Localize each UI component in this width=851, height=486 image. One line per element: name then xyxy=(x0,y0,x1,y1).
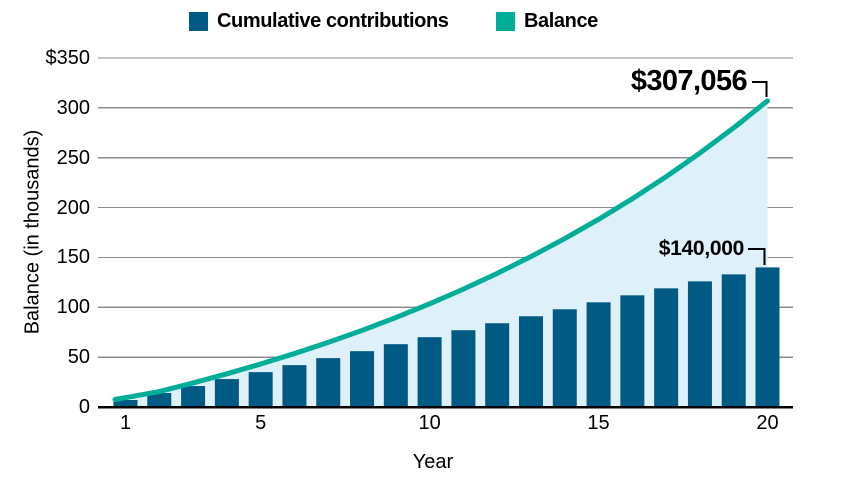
bar-year-17 xyxy=(654,288,679,407)
y-tick-label: 200 xyxy=(56,196,90,219)
bar-year-12 xyxy=(485,323,510,407)
legend-item-balance: Balance xyxy=(496,10,598,32)
bar-year-19 xyxy=(721,274,746,407)
bar-year-2 xyxy=(147,393,172,407)
annotation-connector-contributions xyxy=(748,248,766,265)
x-tick-label: 5 xyxy=(255,412,267,434)
legend-swatch-balance-icon xyxy=(496,11,515,31)
y-tick-label: 50 xyxy=(67,346,90,369)
y-tick-label: 0 xyxy=(78,396,90,418)
bar-year-16 xyxy=(620,295,645,407)
x-tick-label: 15 xyxy=(587,412,610,434)
legend-label-cumulative-contributions: Cumulative contributions xyxy=(217,9,449,32)
bar-year-14 xyxy=(552,309,577,407)
bar-year-13 xyxy=(518,316,543,407)
y-tick-label: 150 xyxy=(56,246,90,269)
x-tick-label: 1 xyxy=(119,412,132,434)
annotation-balance-final: $307,056 xyxy=(630,65,748,97)
bar-year-1 xyxy=(113,400,138,407)
x-tick-label: 10 xyxy=(418,412,441,434)
bar-year-10 xyxy=(417,337,442,407)
bar-year-6 xyxy=(282,365,307,407)
bar-year-3 xyxy=(181,386,206,407)
bar-year-15 xyxy=(586,302,611,407)
y-tick-label: $350 xyxy=(45,47,91,69)
annotation-contributions-final: $140,000 xyxy=(658,237,745,260)
bar-year-7 xyxy=(316,358,341,407)
bar-year-9 xyxy=(383,344,408,407)
x-tick-label: 20 xyxy=(756,412,779,434)
y-tick-label: 250 xyxy=(56,146,90,169)
bar-year-4 xyxy=(214,379,239,407)
bar-year-18 xyxy=(687,281,712,407)
bar-year-20 xyxy=(755,267,780,407)
legend-swatch-cumulative-contributions-icon xyxy=(189,11,208,31)
bar-year-5 xyxy=(248,372,273,407)
legend-item-cumulative-contributions: Cumulative contributions xyxy=(189,10,449,32)
annotation-connector-balance xyxy=(752,81,768,97)
balance-line xyxy=(112,98,771,403)
legend-label-balance: Balance xyxy=(524,9,598,32)
bar-year-8 xyxy=(350,351,375,407)
x-axis-title: Year xyxy=(412,451,454,473)
y-tick-label: 100 xyxy=(56,296,90,319)
y-tick-label: 300 xyxy=(56,96,90,119)
bar-year-11 xyxy=(451,330,476,407)
